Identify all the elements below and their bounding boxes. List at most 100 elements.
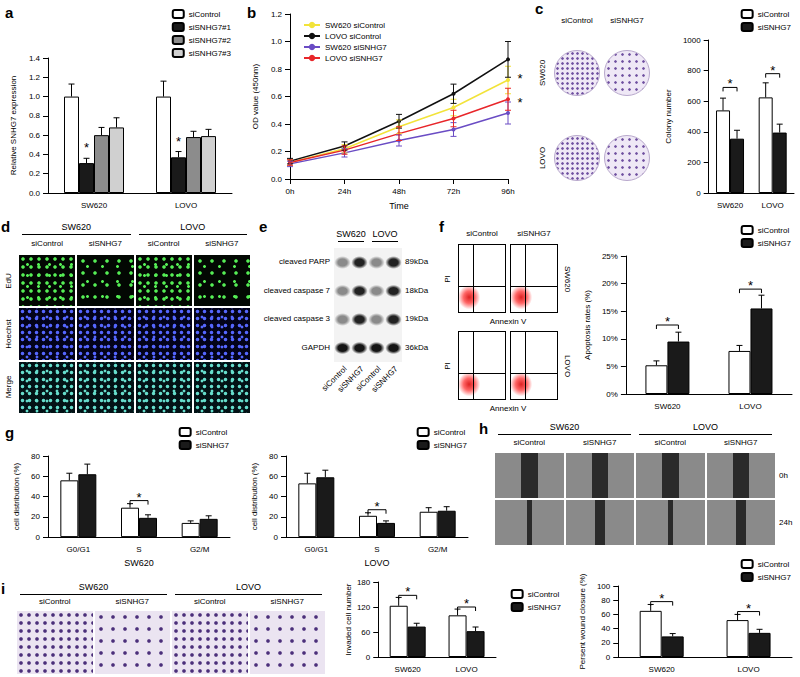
svg-text:1000: 1000 — [683, 36, 701, 45]
svg-text:SW620: SW620 — [649, 665, 676, 674]
svg-text:72h: 72h — [447, 187, 460, 196]
svg-text:15%: 15% — [602, 307, 618, 316]
svg-text:G2/M: G2/M — [428, 545, 448, 554]
svg-text:*: * — [517, 71, 522, 86]
svg-text:80: 80 — [269, 452, 278, 461]
svg-text:*: * — [517, 95, 522, 110]
svg-text:20: 20 — [601, 638, 610, 647]
svg-text:Colony number: Colony number — [664, 89, 673, 144]
svg-text:LOVO: LOVO — [455, 665, 477, 674]
svg-text:0: 0 — [36, 533, 41, 542]
svg-text:48h: 48h — [392, 187, 405, 196]
svg-text:0: 0 — [606, 653, 611, 662]
svg-text:siControl: siControl — [758, 10, 790, 19]
svg-text:600: 600 — [687, 97, 701, 106]
svg-text:*: * — [464, 596, 469, 611]
svg-text:*: * — [405, 584, 410, 599]
svg-text:0.4: 0.4 — [271, 120, 283, 129]
svg-text:siControl: siControl — [758, 226, 790, 235]
svg-text:20: 20 — [31, 512, 40, 521]
svg-text:*: * — [770, 63, 775, 78]
svg-text:G0/G1: G0/G1 — [67, 545, 91, 554]
svg-text:cell distribution (%): cell distribution (%) — [12, 462, 21, 530]
svg-text:0.6: 0.6 — [271, 92, 283, 101]
svg-text:60: 60 — [31, 472, 40, 481]
svg-text:SW620 siControl: SW620 siControl — [325, 21, 385, 30]
svg-text:siSNHG7: siSNHG7 — [758, 573, 792, 582]
svg-text:LOVO: LOVO — [364, 558, 389, 568]
svg-text:0.4: 0.4 — [29, 150, 41, 159]
svg-text:SW620: SW620 — [124, 558, 154, 568]
svg-text:1.2: 1.2 — [271, 10, 283, 19]
svg-text:G2/M: G2/M — [190, 545, 210, 554]
svg-text:*: * — [84, 140, 89, 155]
svg-text:40: 40 — [601, 624, 610, 633]
svg-text:40: 40 — [269, 492, 278, 501]
svg-text:LOVO siSNHG7: LOVO siSNHG7 — [325, 54, 383, 63]
svg-text:Persent wound closure (%): Persent wound closure (%) — [578, 573, 587, 669]
svg-text:siSNHG7#3: siSNHG7#3 — [189, 49, 232, 58]
svg-text:96h: 96h — [501, 187, 514, 196]
svg-text:10%: 10% — [602, 334, 618, 343]
svg-text:Relative SNHG7 expression: Relative SNHG7 expression — [9, 76, 18, 176]
svg-text:20: 20 — [269, 512, 278, 521]
svg-text:40: 40 — [31, 492, 40, 501]
svg-text:*: * — [748, 278, 753, 293]
svg-text:Apoptosis rates (%): Apoptosis rates (%) — [583, 290, 592, 360]
svg-text:LOVO siControl: LOVO siControl — [325, 32, 381, 41]
svg-text:SW620: SW620 — [717, 201, 744, 210]
svg-text:LOVO: LOVO — [739, 402, 761, 411]
svg-text:siSNHG7#1: siSNHG7#1 — [189, 23, 232, 32]
svg-text:a: a — [5, 4, 14, 21]
svg-text:800: 800 — [687, 66, 701, 75]
svg-text:siControl: siControl — [758, 560, 790, 569]
svg-text:120: 120 — [357, 603, 371, 612]
svg-text:*: * — [665, 314, 670, 329]
svg-text:siSNHG7: siSNHG7 — [758, 23, 792, 32]
svg-text:siControl: siControl — [196, 428, 228, 437]
svg-text:400: 400 — [687, 127, 701, 136]
svg-text:20%: 20% — [602, 279, 618, 288]
svg-text:1.4: 1.4 — [29, 54, 41, 63]
svg-text:LOVO: LOVO — [762, 201, 784, 210]
svg-text:5%: 5% — [606, 362, 618, 371]
svg-text:0: 0 — [696, 189, 701, 198]
svg-text:LOVO: LOVO — [175, 201, 197, 210]
svg-text:SW620: SW620 — [395, 665, 422, 674]
svg-text:siSNHG7: siSNHG7 — [196, 441, 230, 450]
svg-text:b: b — [247, 4, 256, 21]
svg-text:180: 180 — [357, 578, 371, 587]
svg-text:0: 0 — [274, 533, 279, 542]
svg-text:60: 60 — [269, 472, 278, 481]
svg-text:200: 200 — [687, 158, 701, 167]
svg-text:g: g — [5, 424, 14, 441]
svg-text:*: * — [176, 134, 181, 149]
svg-text:60: 60 — [361, 628, 370, 637]
svg-text:0.2: 0.2 — [29, 169, 41, 178]
svg-text:0: 0 — [366, 653, 371, 662]
svg-text:0.0: 0.0 — [271, 175, 283, 184]
svg-text:0.8: 0.8 — [271, 65, 283, 74]
svg-text:siControl: siControl — [189, 10, 221, 19]
svg-text:0.8: 0.8 — [29, 111, 41, 120]
svg-text:SW620: SW620 — [654, 402, 681, 411]
svg-text:80: 80 — [601, 596, 610, 605]
svg-text:OD value (450nm): OD value (450nm) — [251, 63, 260, 129]
svg-text:1.0: 1.0 — [271, 37, 283, 46]
svg-text:1.0: 1.0 — [29, 92, 41, 101]
svg-text:0.0: 0.0 — [29, 189, 41, 198]
svg-text:S: S — [374, 545, 379, 554]
svg-text:siSNHG7: siSNHG7 — [434, 441, 468, 450]
svg-text:LOVO: LOVO — [737, 665, 759, 674]
svg-text:cell distribution (%): cell distribution (%) — [250, 462, 259, 530]
svg-text:*: * — [659, 591, 664, 606]
svg-text:siSNHG7: siSNHG7 — [528, 603, 562, 612]
svg-text:1.2: 1.2 — [29, 73, 41, 82]
svg-text:siControl: siControl — [434, 428, 466, 437]
svg-text:*: * — [746, 601, 751, 616]
svg-text:60: 60 — [601, 610, 610, 619]
svg-text:siSNHG7#2: siSNHG7#2 — [189, 36, 232, 45]
svg-text:0h: 0h — [286, 187, 295, 196]
svg-text:siSNHG7: siSNHG7 — [758, 239, 792, 248]
svg-text:Time: Time — [389, 201, 409, 211]
